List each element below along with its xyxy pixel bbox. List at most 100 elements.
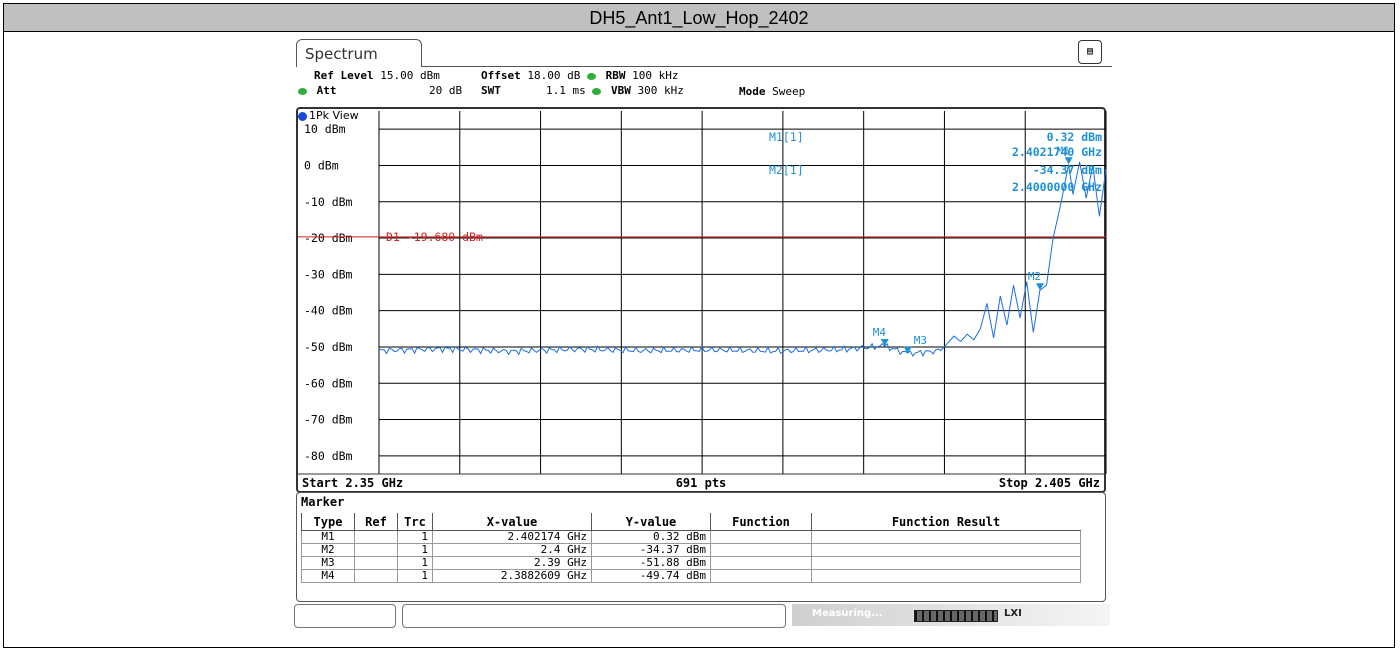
y-tick-label: -60 dBm — [304, 376, 353, 390]
cell-y-value: -34.37 dBm — [591, 543, 711, 557]
m1-readout-freq: 2.4021740 GHz — [1012, 145, 1102, 159]
spectrum-chart: 10 dBm 0 dBm -10 dBm -20 dBm -30 dBm -40 dBm -… — [298, 111, 1107, 490]
att-label: Att — [316, 84, 337, 97]
status-message-field[interactable] — [402, 604, 786, 628]
marker-label: M4 — [873, 326, 887, 339]
y-tick-label: -50 dBm — [304, 340, 353, 354]
cell-ref — [354, 543, 398, 557]
trace-line — [378, 161, 1107, 358]
swt-value: 1.1 ms — [546, 84, 586, 97]
cell-ref — [354, 556, 398, 570]
att-value: 20 dB — [429, 84, 463, 97]
rbw-coupled-icon — [586, 72, 596, 80]
table-row: M3 1 2.39 GHz -51.88 dBm — [301, 556, 1081, 570]
cell-y-value: -51.88 dBm — [591, 556, 711, 570]
view-label: 1Pk View — [298, 109, 359, 122]
offset-label: Offset — [481, 69, 521, 82]
mode-setting: Mode Sweep — [739, 85, 805, 98]
measurement-status: Measuring... LXI — [792, 604, 1110, 626]
view-label-text: 1Pk View — [309, 109, 359, 122]
measuring-label: Measuring... — [812, 608, 883, 619]
cell-function-result — [811, 543, 1081, 557]
ref-level-label: Ref Level — [314, 69, 374, 82]
att-coupled-icon — [298, 87, 307, 95]
y-tick-label: 10 dBm — [304, 122, 346, 136]
window-title: DH5_Ant1_Low_Hop_2402 — [4, 4, 1394, 32]
table-row: M1 1 2.402174 GHz 0.32 dBm — [301, 530, 1081, 544]
y-tick-label: -40 dBm — [304, 304, 353, 318]
cell-type: M1 — [301, 530, 355, 544]
marker-triangle — [903, 346, 912, 354]
cell-type: M2 — [301, 543, 355, 557]
cell-function — [710, 556, 812, 570]
rbw-value: 100 kHz — [632, 69, 679, 82]
cell-x-value: 2.402174 GHz — [432, 530, 592, 544]
col-x-value: X-value — [432, 513, 592, 531]
cell-y-value: 0.32 dBm — [591, 530, 711, 544]
y-tick-label: -10 dBm — [304, 195, 353, 209]
marker-label: M3 — [914, 334, 927, 347]
y-tick-label: -30 dBm — [304, 267, 353, 281]
marker-table-header: Type Ref Trc X-value Y-value Function Fu… — [301, 513, 1080, 531]
offset-setting: Offset 18.00 dB RBW 100 kHz — [481, 69, 678, 82]
m2-readout-freq: 2.4000000 GHz — [1012, 180, 1102, 194]
vbw-label: VBW — [611, 84, 631, 97]
marker-table-title: Marker — [301, 495, 345, 509]
cell-trc: 1 — [397, 543, 433, 557]
trace-indicator-icon — [298, 111, 307, 121]
cell-type: M4 — [301, 569, 355, 583]
sweep-progress-bar — [914, 610, 998, 622]
cell-x-value: 2.4 GHz — [432, 543, 592, 557]
col-function-result: Function Result — [811, 513, 1080, 531]
marker-table-panel: Marker Type Ref Trc X-value Y-value Func… — [296, 492, 1106, 602]
sweep-points: 691 pts — [676, 476, 727, 490]
tab-spectrum[interactable]: Spectrum — [296, 39, 422, 67]
marker-symbols: M1 M2 M3 M4 — [873, 144, 1073, 354]
rbw-label: RBW — [605, 69, 626, 82]
cell-function — [710, 543, 812, 557]
cell-x-value: 2.3882609 GHz — [432, 569, 592, 583]
y-tick-label: -20 dBm — [304, 231, 353, 245]
ref-level-value: 15.00 dBm — [380, 69, 440, 82]
status-field-left[interactable] — [294, 604, 396, 628]
chart-grid — [378, 111, 1107, 474]
cell-function — [710, 530, 812, 544]
cell-trc: 1 — [397, 530, 433, 544]
cell-function-result — [811, 569, 1081, 583]
table-row: M4 1 2.3882609 GHz -49.74 dBm — [301, 569, 1081, 583]
col-ref: Ref — [354, 513, 398, 531]
y-tick-label: 0 dBm — [304, 158, 339, 172]
status-bar: Measuring... LXI — [294, 604, 1112, 628]
mode-label: Mode — [739, 85, 766, 98]
cell-function-result — [811, 530, 1081, 544]
cell-trc: 1 — [397, 569, 433, 583]
y-tick-label: -70 dBm — [304, 413, 353, 427]
report-frame: DH5_Ant1_Low_Hop_2402 Spectrum ▤ Ref Lev… — [3, 3, 1395, 648]
cell-function-result — [811, 556, 1081, 570]
marker-triangle — [880, 339, 889, 347]
marker-triangle — [1035, 283, 1044, 291]
col-function: Function — [710, 513, 812, 531]
display-config-icon[interactable]: ▤ — [1078, 40, 1102, 64]
marker-triangle — [1064, 157, 1073, 165]
col-trc: Trc — [397, 513, 433, 531]
cell-trc: 1 — [397, 556, 433, 570]
offset-value: 18.00 dB — [527, 69, 581, 82]
cell-ref — [354, 569, 398, 583]
cell-function — [710, 569, 812, 583]
col-type: Type — [301, 513, 355, 531]
swt-vbw-setting: 1.1 ms VBW 300 kHz — [546, 84, 684, 97]
m2-readout-level: -34.37 dBm — [1033, 163, 1102, 177]
start-frequency: Start 2.35 GHz — [302, 476, 403, 490]
swt-setting: SWT — [481, 84, 501, 97]
spectrum-analyzer-screen: Spectrum ▤ Ref Level 15.00 dBm Offset 18… — [290, 34, 1116, 634]
m1-readout-label: M1[1] — [769, 130, 804, 144]
m1-readout-level: 0.32 dBm — [1047, 130, 1102, 144]
stop-frequency: Stop 2.405 GHz — [999, 476, 1100, 490]
y-tick-label: -80 dBm — [304, 449, 353, 463]
y-tick-labels: 10 dBm 0 dBm -10 dBm -20 dBm -30 dBm -40 dBm -… — [304, 122, 353, 463]
swt-label: SWT — [481, 84, 501, 97]
tab-divider — [422, 66, 1112, 67]
lxi-icon: LXI — [1004, 608, 1022, 619]
table-row: M2 1 2.4 GHz -34.37 dBm — [301, 543, 1081, 557]
